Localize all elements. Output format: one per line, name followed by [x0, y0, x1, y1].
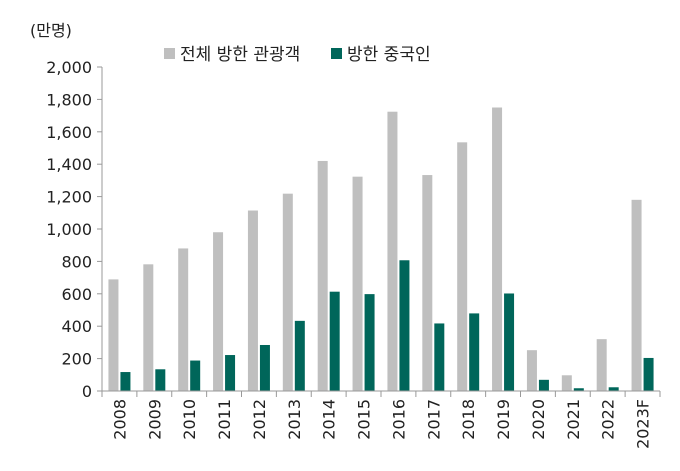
bar-china [643, 357, 654, 391]
x-tick-label: 2009 [145, 399, 164, 440]
bar-total [561, 375, 572, 391]
x-tick-label: 2016 [389, 399, 408, 440]
y-tick-label: 0 [82, 382, 92, 401]
bar-china [120, 372, 131, 391]
y-tick-label: 200 [61, 350, 92, 369]
y-tick-label: 800 [61, 252, 92, 271]
legend-label-total: 전체 방한 관광객 [180, 45, 300, 65]
legend-swatch-china [331, 48, 342, 59]
bar-china [329, 291, 340, 391]
x-tick-label: 2020 [529, 399, 548, 440]
x-tick-label: 2021 [564, 399, 583, 440]
bar-china [259, 344, 270, 391]
legend-swatch-total [164, 48, 175, 59]
bar-total [631, 199, 642, 391]
y-tick-label: 400 [61, 317, 92, 336]
bar-total [317, 160, 328, 391]
bar-china [364, 294, 375, 391]
x-tick-label: 2022 [599, 399, 618, 440]
bar-total [247, 210, 258, 391]
bar-china [469, 313, 480, 391]
bar-total [352, 176, 363, 391]
x-tick-label: 2018 [459, 399, 478, 440]
bar-china [538, 379, 549, 391]
x-tick-label: 2023F [634, 399, 653, 449]
bar-total [596, 339, 607, 391]
bar-total [422, 175, 433, 391]
legend: 전체 방한 관광객 방한 중국인 [164, 45, 431, 65]
bar-total [387, 111, 398, 391]
x-tick-label: 2010 [180, 399, 199, 440]
legend-label-china: 방한 중국인 [347, 45, 431, 65]
bar-total [282, 193, 293, 391]
bar-total [457, 142, 468, 391]
x-tick-label: 2014 [320, 399, 339, 440]
bar-china [190, 360, 201, 391]
bar-china [608, 387, 619, 391]
bar-total [178, 248, 189, 391]
y-tick-label: 1,200 [46, 188, 92, 207]
y-tick-label: 1,800 [46, 90, 92, 109]
y-tick-label: 2,000 [46, 58, 92, 77]
bar-china [573, 388, 584, 391]
x-tick-label: 2019 [494, 399, 513, 440]
bar-china [155, 369, 166, 391]
bar-china [504, 293, 515, 391]
x-axis: 2008 2009 2010 2011 2012 2013 2014 2015 2016 2017… [101, 390, 661, 449]
bar-total [108, 279, 119, 391]
bar-china [399, 260, 410, 391]
y-unit-label: (만명) [30, 21, 72, 40]
bar-china [225, 355, 236, 391]
bar-total [143, 264, 154, 391]
y-tick-label: 1,400 [46, 155, 92, 174]
bar-total [213, 232, 224, 391]
x-tick-label: 2011 [215, 399, 234, 440]
x-tick-label: 2013 [285, 399, 304, 440]
bar-total [526, 350, 537, 391]
bar-china [294, 320, 305, 391]
x-tick-label: 2008 [110, 399, 129, 440]
bars [108, 107, 654, 391]
bar-total [492, 107, 503, 391]
x-tick-label: 2017 [424, 399, 443, 440]
y-tick-label: 600 [61, 285, 92, 304]
x-tick-label: 2012 [250, 399, 269, 440]
bar-china [434, 323, 445, 391]
x-tick-label: 2015 [355, 399, 374, 440]
y-tick-label: 1,600 [46, 123, 92, 142]
y-axis: 0 200 400 600 800 1,000 1,200 1,400 1,600 1,800 2,… [46, 58, 103, 401]
y-tick-label: 1,000 [46, 220, 92, 239]
